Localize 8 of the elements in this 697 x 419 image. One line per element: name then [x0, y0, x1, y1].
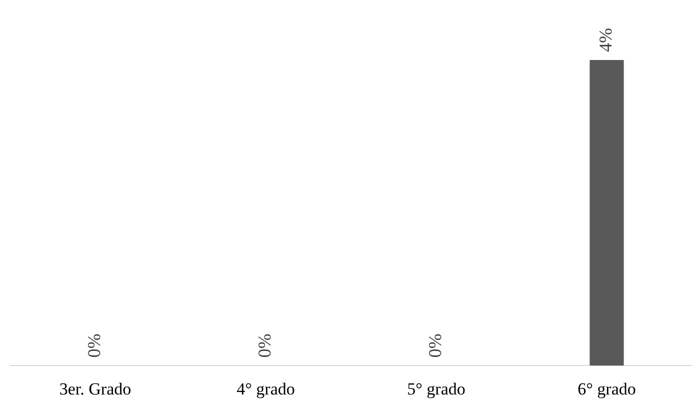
x-tick-label: 6° grado	[578, 379, 636, 398]
data-label: 0%	[424, 334, 445, 358]
x-tick-label: 5° grado	[407, 379, 466, 398]
data-label: 0%	[254, 334, 274, 358]
x-tick-label: 3er. Grado	[59, 379, 132, 398]
data-label: 0%	[84, 334, 104, 358]
data-label: 4%	[595, 28, 616, 52]
x-tick-label: 4° grado	[236, 379, 295, 398]
